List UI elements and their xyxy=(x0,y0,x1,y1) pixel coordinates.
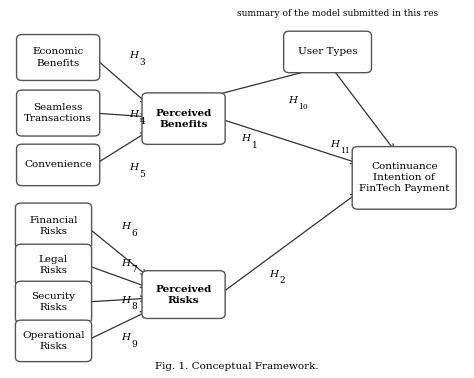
Text: Economic
Benefits: Economic Benefits xyxy=(33,48,84,68)
Text: 10: 10 xyxy=(298,103,308,111)
Text: H: H xyxy=(129,110,138,119)
FancyBboxPatch shape xyxy=(142,271,225,319)
Text: Perceived
Benefits: Perceived Benefits xyxy=(155,108,212,129)
Text: H: H xyxy=(121,333,130,342)
FancyBboxPatch shape xyxy=(17,90,100,136)
Text: Convenience: Convenience xyxy=(24,160,92,169)
Text: 2: 2 xyxy=(280,276,285,285)
FancyBboxPatch shape xyxy=(17,34,100,81)
Text: H: H xyxy=(270,270,279,279)
Text: H: H xyxy=(330,140,339,149)
FancyBboxPatch shape xyxy=(16,244,91,286)
Text: Operational
Risks: Operational Risks xyxy=(22,331,85,351)
Text: Seamless
Transactions: Seamless Transactions xyxy=(24,103,92,123)
Text: Continuance
Intention of
FinTech Payment: Continuance Intention of FinTech Payment xyxy=(359,162,449,194)
FancyBboxPatch shape xyxy=(17,144,100,186)
Text: 1: 1 xyxy=(252,141,257,150)
Text: 4: 4 xyxy=(139,117,145,126)
FancyBboxPatch shape xyxy=(16,203,91,249)
Text: 11: 11 xyxy=(340,147,350,155)
Text: 7: 7 xyxy=(131,265,137,274)
Text: 5: 5 xyxy=(139,170,146,179)
Text: 6: 6 xyxy=(131,229,137,238)
Text: Legal
Risks: Legal Risks xyxy=(39,255,68,275)
Text: H: H xyxy=(242,135,251,144)
FancyBboxPatch shape xyxy=(16,281,91,323)
Text: Financial
Risks: Financial Risks xyxy=(29,216,78,236)
Text: User Types: User Types xyxy=(298,47,357,56)
Text: 3: 3 xyxy=(139,58,145,67)
Text: Security
Risks: Security Risks xyxy=(31,292,75,312)
Text: H: H xyxy=(121,296,130,305)
FancyBboxPatch shape xyxy=(16,320,91,362)
Text: H: H xyxy=(129,51,138,60)
Text: 8: 8 xyxy=(131,302,137,311)
Text: H: H xyxy=(121,259,130,268)
FancyBboxPatch shape xyxy=(283,31,372,73)
FancyBboxPatch shape xyxy=(142,93,225,144)
FancyBboxPatch shape xyxy=(352,147,456,209)
Text: 9: 9 xyxy=(131,340,137,349)
Text: Perceived
Risks: Perceived Risks xyxy=(155,285,212,305)
Text: summary of the model submitted in this res: summary of the model submitted in this r… xyxy=(237,9,438,19)
Text: H: H xyxy=(121,222,130,231)
Text: H: H xyxy=(129,163,138,172)
Text: Fig. 1. Conceptual Framework.: Fig. 1. Conceptual Framework. xyxy=(155,362,319,371)
Text: H: H xyxy=(288,96,297,105)
